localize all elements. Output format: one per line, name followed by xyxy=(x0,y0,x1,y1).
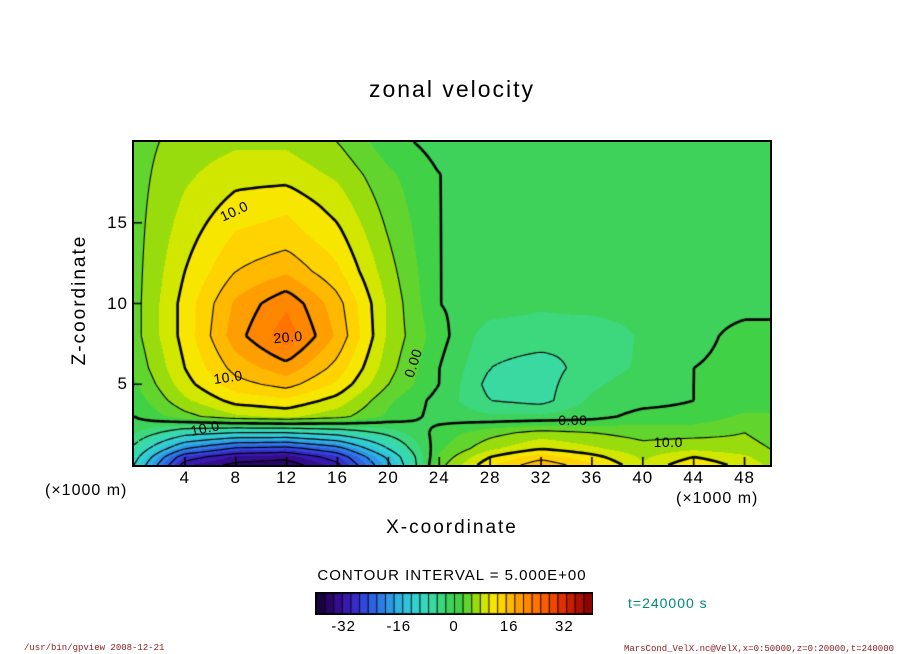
colorbar-tick-label: 16 xyxy=(499,618,519,635)
footer-command: /usr/bin/gpview 2008-12-21 xyxy=(24,643,165,653)
colorbar-tick-label: 0 xyxy=(449,618,459,635)
x-axis-unit-label: (×1000 m) xyxy=(676,490,759,507)
contour-line-label: 20.0 xyxy=(272,328,304,347)
colorbar-tick-label: -16 xyxy=(386,618,412,635)
x-axis-tick-label: 8 xyxy=(230,468,241,487)
contour-interval-label: CONTOUR INTERVAL = 5.000E+00 xyxy=(317,567,587,584)
x-axis-title: X-coordinate xyxy=(386,517,518,538)
x-axis-tick-label: 12 xyxy=(276,468,298,487)
contour-line-label: 0.00 xyxy=(558,411,588,428)
z-axis-tick-label: 15 xyxy=(107,212,128,232)
x-axis-tick-label: 40 xyxy=(632,468,654,487)
x-axis-tick-label: 20 xyxy=(377,468,399,487)
z-axis-tick-label: 5 xyxy=(117,374,128,394)
contour-line-label: 10.0 xyxy=(653,434,683,451)
x-axis-tick-label: 28 xyxy=(479,468,501,487)
colorbar xyxy=(315,592,593,615)
x-axis-tick-label: 16 xyxy=(327,468,348,487)
colorbar-tick-label: -32 xyxy=(331,618,356,635)
z-axis-unit-label: (×1000 m) xyxy=(45,482,128,499)
x-axis-tick-label: 48 xyxy=(734,468,756,487)
z-axis-tick-label: 10 xyxy=(107,293,128,313)
x-axis-tick-label: 32 xyxy=(530,468,552,487)
time-label: t=240000 s xyxy=(628,595,708,611)
colorbar-tick-label: 32 xyxy=(555,618,574,635)
chart-title: zonal velocity xyxy=(368,76,536,102)
contour-plot-canvas xyxy=(134,142,770,465)
colorbar-canvas xyxy=(316,593,592,614)
plot-area xyxy=(132,140,772,467)
x-axis-tick-label: 36 xyxy=(581,468,603,487)
z-axis-title: Z-coordinate xyxy=(69,234,90,366)
x-axis-tick-label: 44 xyxy=(683,468,705,487)
x-axis-tick-label: 24 xyxy=(428,468,450,487)
footer-dataset: MarsCond_VelX.nc@VelX,x=0:50000,z=0:2000… xyxy=(623,644,894,654)
x-axis-tick-label: 4 xyxy=(179,468,191,487)
